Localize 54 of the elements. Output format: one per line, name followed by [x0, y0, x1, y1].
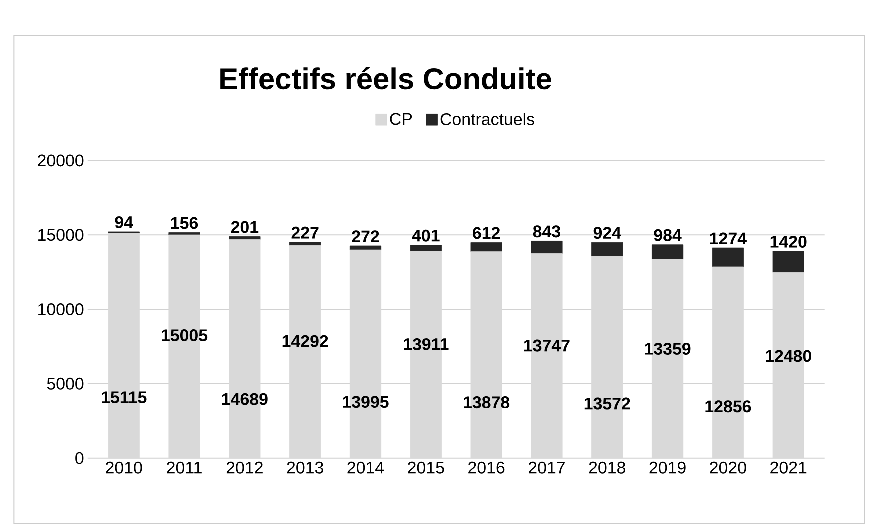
bar — [592, 242, 624, 257]
data-label: 13911 — [404, 338, 449, 350]
x-tick-label: 2015 — [408, 462, 444, 474]
bar — [229, 236, 261, 240]
x-tick-label: 2011 — [167, 462, 202, 474]
bar — [772, 251, 804, 273]
x-tick-label: 2016 — [468, 462, 505, 474]
bar — [712, 248, 744, 268]
data-label: 13572 — [584, 398, 630, 410]
data-label: 13995 — [343, 396, 389, 408]
y-tick-label: 20000 — [38, 154, 84, 167]
legend-label: CP — [390, 113, 412, 126]
x-tick-label: 2012 — [226, 462, 263, 474]
x-tick-label: 2010 — [106, 462, 142, 474]
data-label: 401 — [412, 230, 440, 242]
bar — [290, 242, 322, 246]
data-label: 15115 — [102, 392, 147, 404]
bar — [350, 246, 382, 250]
data-label: 612 — [473, 227, 500, 240]
data-label: 14689 — [222, 393, 268, 406]
x-tick-label: 2014 — [348, 462, 384, 474]
data-label: 15005 — [162, 330, 208, 342]
data-label: 13747 — [524, 340, 570, 352]
data-label: 156 — [171, 217, 198, 230]
bar — [410, 245, 442, 252]
x-tick-label: 2020 — [710, 462, 746, 474]
chart-title: Effectifs réels Conduite — [220, 67, 552, 90]
x-tick-label: 2017 — [528, 462, 565, 474]
legend-label: Contractuels — [440, 112, 534, 126]
data-label: 13878 — [464, 396, 510, 409]
data-label: 201 — [231, 221, 259, 234]
data-label: 272 — [352, 230, 380, 242]
data-label: 227 — [292, 226, 319, 239]
y-tick-label: 5000 — [47, 378, 84, 390]
data-label: 13359 — [645, 342, 691, 355]
bar — [470, 242, 502, 252]
data-label: 12480 — [766, 350, 812, 362]
bar — [652, 244, 684, 260]
x-tick-label: 2019 — [650, 462, 686, 474]
data-label: 1274 — [710, 232, 747, 245]
data-label: 14292 — [282, 335, 328, 348]
y-tick-label: 15000 — [38, 229, 84, 242]
data-label: 12856 — [706, 400, 752, 413]
x-tick-label: 2013 — [287, 462, 324, 474]
data-label: 1420 — [770, 236, 807, 248]
data-label: 94 — [115, 216, 134, 228]
y-tick-label: 0 — [76, 452, 84, 464]
x-tick-label: 2018 — [589, 462, 626, 474]
data-label: 984 — [654, 229, 682, 242]
y-tick-label: 10000 — [38, 304, 84, 316]
data-label: 843 — [533, 226, 560, 238]
bar — [531, 241, 563, 254]
x-tick-label: 2021 — [770, 462, 807, 474]
data-label: 924 — [594, 227, 622, 240]
